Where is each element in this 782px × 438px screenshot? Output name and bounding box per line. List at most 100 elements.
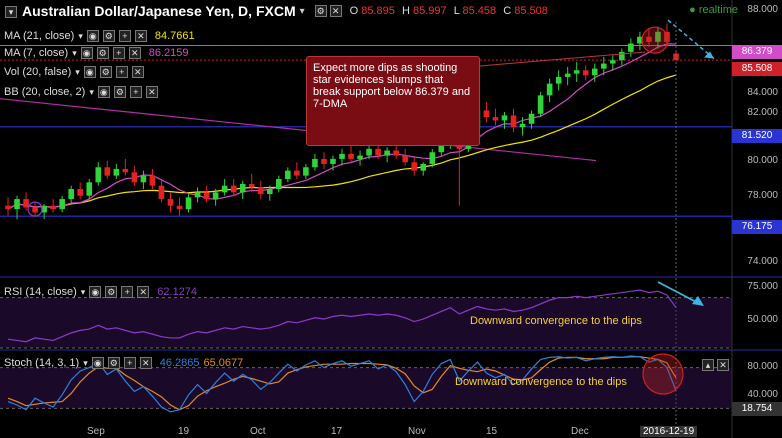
add-icon[interactable]: + — [123, 357, 136, 369]
candle-body — [483, 110, 490, 118]
settings-icon[interactable]: ⚙ — [96, 47, 109, 59]
candle-body — [646, 36, 652, 42]
stoch-highlight — [642, 353, 684, 395]
candle-body — [285, 170, 291, 179]
stoch-tick: 80.000 — [747, 361, 778, 372]
candle-body — [321, 158, 327, 164]
candle-body — [366, 148, 372, 156]
candle-body — [519, 123, 526, 128]
eye-icon[interactable]: ◉ — [91, 357, 104, 369]
rsi-band — [0, 297, 732, 348]
rsi-tick: 50.000 — [747, 314, 778, 325]
eye-icon[interactable]: ◉ — [97, 86, 110, 98]
close-icon[interactable]: ✕ — [128, 47, 141, 59]
close-icon[interactable]: ✕ — [145, 86, 158, 98]
eye-icon[interactable]: ◉ — [86, 30, 99, 42]
candle-body — [619, 51, 625, 61]
ohlc-readout: O 85.895 H 85.997 L 85.458 C 85.508 — [349, 5, 548, 17]
candle-body — [68, 189, 74, 200]
stoch-tick-low: 18.754 — [732, 402, 782, 416]
legend-ma7[interactable]: MA (7, close) ▾ ◉ ⚙ + ✕ 86.2159 — [4, 47, 189, 59]
title-dropdown-icon[interactable]: ▾ — [299, 5, 305, 17]
candle-body — [176, 205, 183, 210]
candle-body — [375, 148, 381, 156]
candle-body — [637, 36, 643, 44]
settings-icon[interactable]: ⚙ — [105, 286, 118, 298]
price-tag-85508: 85.508 — [732, 62, 782, 76]
candle-body — [230, 185, 237, 193]
candle-body — [303, 167, 309, 176]
candle-body — [582, 70, 589, 76]
candle-body — [528, 113, 535, 124]
settings-icon[interactable]: ⚙ — [99, 66, 112, 78]
candle-body — [600, 63, 607, 69]
candle-body — [23, 199, 29, 208]
stoch-band — [0, 367, 732, 409]
x-tick: 15 — [486, 426, 498, 437]
settings-icon[interactable]: ⚙ — [314, 5, 327, 17]
legend-vol[interactable]: Vol (20, false) ▾ ◉ ⚙ + ✕ — [4, 66, 144, 78]
add-icon[interactable]: + — [115, 66, 128, 78]
candle-body — [610, 60, 616, 64]
candle-body — [537, 95, 544, 114]
x-tick-current: 2016-12-19 — [640, 426, 698, 437]
price-tick: 74.000 — [747, 256, 778, 267]
candle-body — [14, 199, 20, 210]
add-icon[interactable]: + — [121, 286, 134, 298]
candle-body — [492, 117, 499, 121]
add-icon[interactable]: + — [112, 47, 125, 59]
candle-body — [411, 162, 418, 171]
add-icon[interactable]: + — [118, 30, 131, 42]
chart-header: ▾ Australian Dollar/Japanese Yen, D, FXC… — [0, 0, 782, 22]
forecast-arrow — [667, 19, 715, 60]
analysis-annotation[interactable]: Expect more dips as shooting star eviden… — [306, 56, 480, 146]
candle-body — [564, 73, 571, 77]
move-up-icon[interactable]: ▴ — [702, 359, 714, 371]
candle-body — [628, 43, 634, 52]
rsi-tick: 75.000 — [747, 281, 778, 292]
close-icon[interactable]: ✕ — [329, 5, 342, 17]
x-tick: Oct — [250, 426, 266, 437]
candle-body — [276, 178, 282, 190]
candle-body — [194, 192, 201, 198]
price-tick: 78.000 — [747, 190, 778, 201]
x-tick: 19 — [178, 426, 190, 437]
x-tick: Sep — [87, 426, 105, 437]
legend-ma21[interactable]: MA (21, close) ▾ ◉ ⚙ + ✕ 84.7661 — [4, 30, 195, 42]
settings-icon[interactable]: ⚙ — [107, 357, 120, 369]
forecast-arrowhead — [704, 51, 714, 59]
close-icon[interactable]: ✕ — [137, 286, 150, 298]
eye-icon[interactable]: ◉ — [80, 47, 93, 59]
candle-body — [429, 152, 436, 164]
close-icon[interactable]: ✕ — [131, 66, 144, 78]
settings-icon[interactable]: ⚙ — [113, 86, 126, 98]
candle-body — [59, 199, 65, 210]
collapse-icon[interactable]: ▾ — [5, 6, 17, 18]
price-tag-76175: 76.175 — [732, 220, 782, 234]
add-icon[interactable]: + — [129, 86, 142, 98]
trend-line — [0, 98, 597, 162]
candle-body — [239, 184, 246, 193]
rsi-arrowhead — [692, 296, 704, 306]
symbol-title[interactable]: Australian Dollar/Japanese Yen, D, FXCM — [22, 3, 296, 19]
candle-body — [591, 68, 598, 76]
settings-icon[interactable]: ⚙ — [102, 30, 115, 42]
ma21-value: 84.7661 — [154, 30, 195, 42]
eye-icon[interactable]: ◉ — [89, 286, 102, 298]
candle-body — [330, 158, 336, 164]
candle-body — [402, 155, 408, 163]
rsi-line — [7, 289, 677, 343]
price-tick: 88.000 — [747, 4, 778, 15]
close-icon[interactable]: ✕ — [134, 30, 147, 42]
candle-body — [104, 167, 111, 176]
eye-icon[interactable]: ◉ — [83, 66, 96, 78]
candle-body — [266, 189, 273, 195]
close-icon[interactable]: ✕ — [139, 357, 152, 369]
legend-bb[interactable]: BB (20, close, 2) ▾ ◉ ⚙ + ✕ — [4, 86, 158, 98]
close-icon[interactable]: ✕ — [717, 359, 729, 371]
legend-stoch[interactable]: Stoch (14, 3, 1) ▾ ◉ ⚙ + ✕ 46.2865 65.067… — [4, 357, 244, 369]
realtime-indicator: ● realtime — [689, 4, 738, 16]
legend-rsi[interactable]: RSI (14, close) ▾ ◉ ⚙ + ✕ 62.1274 — [4, 286, 198, 298]
stoch-note: Downward convergence to the dips — [455, 376, 627, 388]
candle-body — [501, 115, 508, 121]
